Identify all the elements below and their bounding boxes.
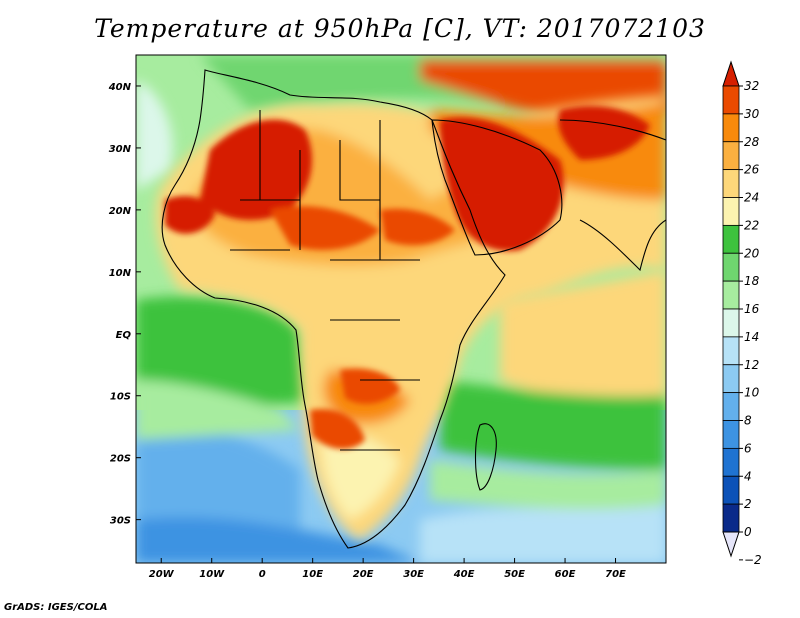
field-arabian-sea [500, 270, 666, 404]
map-frame [135, 54, 667, 564]
lon-tick-label: 10E [302, 569, 323, 580]
field-atl-north [136, 80, 173, 190]
colorbar-label: 0 [744, 525, 752, 539]
colorbar-segment [722, 280, 740, 310]
madagascar-outline [475, 423, 497, 491]
colorbar-segment [722, 252, 740, 282]
field-hot-arabia [440, 117, 564, 251]
lat-tick-label: 30N [109, 144, 132, 155]
field-hot-sudan [380, 208, 455, 246]
colorbar-label: −2 [744, 553, 762, 567]
colorbar-label: 2 [744, 497, 752, 511]
lat-tick-label: 20S [110, 454, 131, 465]
field-gulf-guinea [136, 296, 310, 406]
colorbar-label: 24 [744, 191, 759, 205]
lat-tick-label: 30S [110, 516, 131, 527]
colorbar-label: 6 [744, 441, 752, 455]
colorbar-label: 32 [744, 79, 759, 93]
colorbar-segment [722, 336, 740, 366]
field-hot-angola [340, 368, 400, 404]
colorbar-bottom-arrow [722, 531, 740, 558]
colorbar-label: 12 [744, 358, 759, 372]
lon-tick-label: 0 [259, 569, 266, 580]
colorbar-label: 28 [744, 135, 760, 149]
asia-outline [559, 119, 666, 141]
colorbar-label: 30 [744, 107, 760, 121]
lon-tick-label: 20E [353, 569, 374, 580]
field-hot-iran [558, 105, 650, 160]
colorbar-label: 14 [744, 330, 759, 344]
colorbar-segment [722, 420, 740, 449]
lat-tick-label: 10N [109, 268, 132, 279]
colorbar-segment [722, 113, 740, 143]
colorbar-label: 22 [744, 218, 759, 232]
colorbar-label: 20 [744, 246, 760, 260]
lon-tick-label: 30E [403, 569, 424, 580]
longitude-axis: 20W 10W 0 10E 20E 30E 40E 50E 60E 70E [149, 558, 626, 580]
india-outline [579, 219, 666, 272]
lat-tick-label: 40N [108, 82, 132, 93]
credit-label: GrADS: IGES/COLA [4, 602, 108, 613]
field-hot-mali [270, 206, 380, 250]
map-title: Temperature at 950hPa [C], VT: 201707210… [94, 14, 706, 43]
lat-tick-label: 20N [109, 206, 132, 217]
lon-tick-label: 70E [605, 569, 626, 580]
colorbar-segment [722, 364, 740, 394]
latitude-axis: 40N 30N 20N 10N EQ 10S 20S 30S [108, 82, 141, 527]
field-hot-namibia [310, 409, 365, 450]
colorbar-segment [722, 447, 740, 477]
country-outlines [161, 69, 666, 549]
field-cool-se [420, 505, 666, 563]
colorbar-segment [722, 475, 740, 505]
lon-tick-label: 20W [149, 569, 175, 580]
lon-tick-label: 60E [555, 569, 576, 580]
colorbar-segment [722, 503, 740, 533]
colorbar-segment [722, 141, 740, 171]
colorbar-segment [722, 308, 740, 338]
field-southern-africa [320, 430, 400, 520]
internal-borders [230, 110, 420, 451]
colorbar-top-arrow [722, 60, 740, 87]
temperature-field [136, 55, 666, 563]
colorbar-label: 18 [744, 274, 760, 288]
arabia-outline [431, 119, 563, 256]
colorbar-segment [722, 392, 740, 421]
lon-tick-label: 10W [199, 569, 225, 580]
lon-tick-label: 50E [504, 569, 525, 580]
africa-outline [161, 69, 506, 549]
colorbar-segment [722, 85, 740, 115]
colorbar-label: 16 [744, 302, 760, 316]
field-hot-mauritania [165, 195, 215, 234]
colorbar-label: 8 [744, 414, 752, 428]
colorbar-label: 26 [744, 163, 760, 177]
colorbar-segment [722, 224, 740, 254]
colorbar-label: 4 [744, 469, 752, 483]
field-hot-sahara [200, 119, 312, 220]
field-cool-s [136, 517, 420, 563]
lat-tick-label: 10S [110, 392, 131, 403]
colorbar-label: 10 [744, 386, 760, 400]
lat-tick-label: EQ [116, 330, 132, 341]
field-atl-mid [136, 380, 300, 440]
field-indian-south [430, 460, 666, 510]
colorbar-segment [722, 197, 740, 226]
colorbar-segment [722, 169, 740, 198]
lon-tick-label: 40E [453, 569, 475, 580]
